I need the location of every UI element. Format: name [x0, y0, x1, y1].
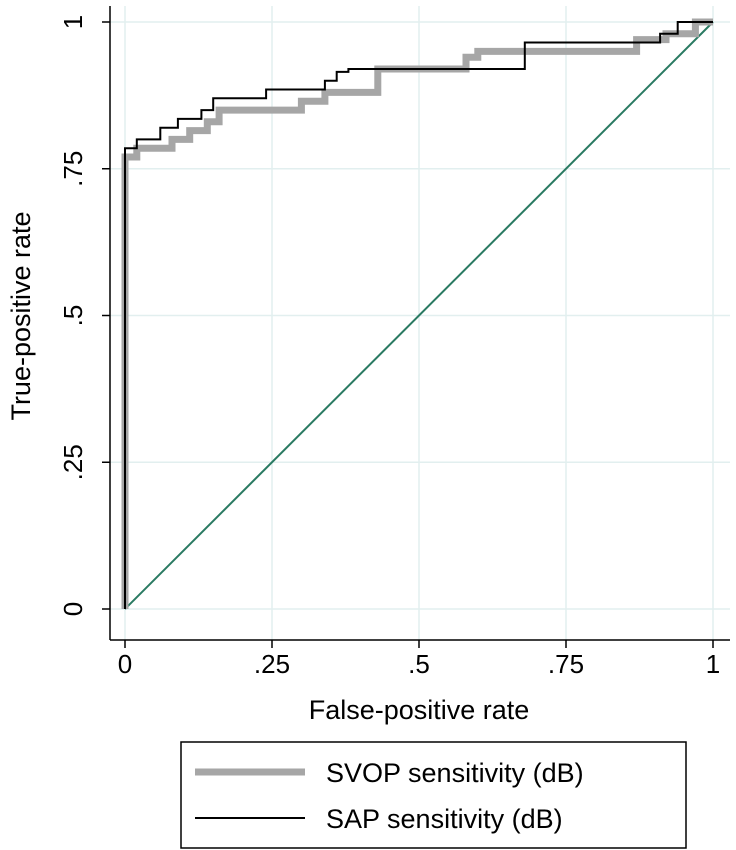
svop-curve	[121, 18, 713, 609]
x-tick-label-0: 0	[118, 649, 132, 679]
series-group	[121, 18, 714, 610]
x-tick-label-1: .25	[254, 649, 290, 679]
sap-curve	[124, 21, 713, 609]
y-axis-title: True-positive rate	[6, 211, 36, 420]
y-tick-label-1: .25	[58, 444, 88, 480]
plot-area	[110, 6, 730, 640]
x-tick-label-3: .75	[548, 649, 584, 679]
legend-label-svop: SVOP sensitivity (dB)	[326, 758, 584, 788]
x-tick-label-4: 1	[706, 649, 720, 679]
legend-box	[180, 741, 687, 849]
y-tick-label-3: .75	[58, 151, 88, 187]
x-tick-label-2: .5	[408, 649, 430, 679]
y-tick-label-2: .5	[58, 305, 88, 327]
legend: SVOP sensitivity (dB) SAP sensitivity (d…	[180, 741, 687, 849]
ticks: 0 .25 .5 .75 1 0 .25 .5 .75 1	[58, 15, 720, 679]
y-tick-label-4: 1	[58, 15, 88, 29]
y-tick-label-0: 0	[58, 602, 88, 616]
legend-label-sap: SAP sensitivity (dB)	[326, 804, 563, 834]
reference-diagonal	[124, 21, 714, 610]
axes	[109, 6, 730, 641]
x-axis-title: False-positive rate	[309, 695, 530, 725]
